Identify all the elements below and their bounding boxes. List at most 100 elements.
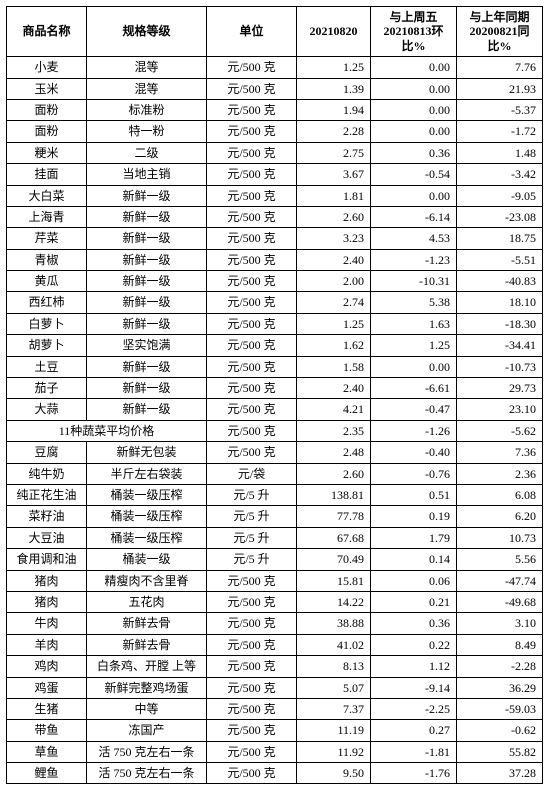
table-row: 纯牛奶半斤左右袋装元/袋2.60-0.762.36 <box>7 463 543 484</box>
cell-yoy: -2.28 <box>457 656 543 677</box>
cell-price: 3.23 <box>297 228 371 249</box>
cell-unit: 元/500 克 <box>207 313 297 334</box>
cell-name: 猪肉 <box>7 570 87 591</box>
cell-price: 77.78 <box>297 506 371 527</box>
cell-yoy: -5.51 <box>457 249 543 270</box>
cell-wow: -0.76 <box>371 463 457 484</box>
cell-name: 食用调和油 <box>7 549 87 570</box>
cell-yoy: 29.73 <box>457 378 543 399</box>
cell-wow: -9.14 <box>371 677 457 698</box>
cell-price: 2.60 <box>297 463 371 484</box>
table-row: 大豆油桶装一级压榨元/5 升67.681.7910.73 <box>7 527 543 548</box>
cell-yoy: -5.62 <box>457 420 543 441</box>
cell-yoy: -49.68 <box>457 591 543 612</box>
table-row: 大白菜新鲜一级元/500 克1.810.00-9.05 <box>7 185 543 206</box>
cell-price: 1.81 <box>297 185 371 206</box>
cell-spec: 二级 <box>87 142 207 163</box>
cell-yoy: 18.75 <box>457 228 543 249</box>
cell-yoy: -59.03 <box>457 698 543 719</box>
cell-yoy: -40.83 <box>457 271 543 292</box>
cell-wow: 1.12 <box>371 656 457 677</box>
cell-wow: 0.14 <box>371 549 457 570</box>
cell-name: 芹菜 <box>7 228 87 249</box>
cell-unit: 元/500 克 <box>207 613 297 634</box>
cell-unit: 元/5 升 <box>207 484 297 505</box>
cell-unit: 元/500 克 <box>207 634 297 655</box>
table-row: 白萝卜新鲜一级元/500 克1.251.63-18.30 <box>7 313 543 334</box>
cell-unit: 元/500 克 <box>207 57 297 78</box>
avg-label: 11种蔬菜平均价格 <box>7 420 207 441</box>
cell-wow: 0.21 <box>371 591 457 612</box>
cell-spec: 新鲜一级 <box>87 378 207 399</box>
cell-unit: 元/500 克 <box>207 121 297 142</box>
cell-name: 带鱼 <box>7 720 87 741</box>
cell-price: 67.68 <box>297 527 371 548</box>
avg-row: 11种蔬菜平均价格元/500 克2.35-1.26-5.62 <box>7 420 543 441</box>
cell-spec: 桶装一级 <box>87 549 207 570</box>
price-table: 商品名称 规格等级 单位 20210820 与上周五20210813环比% 与上… <box>6 6 543 784</box>
cell-wow: 0.36 <box>371 142 457 163</box>
cell-yoy: 7.36 <box>457 442 543 463</box>
table-row: 粳米二级元/500 克2.750.361.48 <box>7 142 543 163</box>
cell-unit: 元/500 克 <box>207 378 297 399</box>
cell-name: 挂面 <box>7 164 87 185</box>
cell-yoy: 23.10 <box>457 399 543 420</box>
cell-name: 土豆 <box>7 356 87 377</box>
cell-name: 小麦 <box>7 57 87 78</box>
cell-price: 2.40 <box>297 249 371 270</box>
cell-name: 豆腐 <box>7 442 87 463</box>
cell-name: 纯牛奶 <box>7 463 87 484</box>
cell-wow: 0.00 <box>371 99 457 120</box>
table-row: 挂面当地主销元/500 克3.67-0.54-3.42 <box>7 164 543 185</box>
cell-yoy: -10.73 <box>457 356 543 377</box>
table-row: 菜籽油桶装一级压榨元/5 升77.780.196.20 <box>7 506 543 527</box>
cell-price: 15.81 <box>297 570 371 591</box>
cell-price: 14.22 <box>297 591 371 612</box>
cell-unit: 元/500 克 <box>207 399 297 420</box>
cell-price: 9.50 <box>297 763 371 784</box>
cell-name: 茄子 <box>7 378 87 399</box>
cell-name: 牛肉 <box>7 613 87 634</box>
cell-unit: 元/500 克 <box>207 420 297 441</box>
cell-spec: 新鲜一级 <box>87 399 207 420</box>
cell-wow: 0.00 <box>371 356 457 377</box>
cell-spec: 新鲜一级 <box>87 313 207 334</box>
table-row: 大蒜新鲜一级元/500 克4.21-0.4723.10 <box>7 399 543 420</box>
cell-spec: 新鲜一级 <box>87 228 207 249</box>
cell-price: 70.49 <box>297 549 371 570</box>
cell-yoy: 5.56 <box>457 549 543 570</box>
cell-price: 1.94 <box>297 99 371 120</box>
cell-unit: 元/500 克 <box>207 741 297 762</box>
cell-wow: -1.23 <box>371 249 457 270</box>
cell-spec: 桶装一级压榨 <box>87 506 207 527</box>
cell-price: 41.02 <box>297 634 371 655</box>
cell-wow: -1.26 <box>371 420 457 441</box>
col-name: 商品名称 <box>7 7 87 57</box>
cell-unit: 元/500 克 <box>207 142 297 163</box>
cell-yoy: 55.82 <box>457 741 543 762</box>
cell-name: 鸡蛋 <box>7 677 87 698</box>
cell-spec: 特一粉 <box>87 121 207 142</box>
table-row: 羊肉新鲜去骨元/500 克41.020.228.49 <box>7 634 543 655</box>
table-row: 西红柿新鲜一级元/500 克2.745.3818.10 <box>7 292 543 313</box>
col-spec: 规格等级 <box>87 7 207 57</box>
cell-yoy: -34.41 <box>457 335 543 356</box>
col-yoy: 与上年同期20200821同比% <box>457 7 543 57</box>
cell-yoy: 21.93 <box>457 78 543 99</box>
cell-unit: 元/500 克 <box>207 698 297 719</box>
table-row: 草鱼活 750 克左右一条元/500 克11.92-1.8155.82 <box>7 741 543 762</box>
cell-name: 羊肉 <box>7 634 87 655</box>
cell-spec: 新鲜去骨 <box>87 613 207 634</box>
cell-price: 5.07 <box>297 677 371 698</box>
cell-unit: 元/5 升 <box>207 506 297 527</box>
cell-yoy: -47.74 <box>457 570 543 591</box>
cell-unit: 元/500 克 <box>207 185 297 206</box>
cell-name: 面粉 <box>7 99 87 120</box>
table-row: 豆腐新鲜无包装元/500 克2.48-0.407.36 <box>7 442 543 463</box>
cell-name: 胡萝卜 <box>7 335 87 356</box>
cell-unit: 元/500 克 <box>207 271 297 292</box>
cell-unit: 元/500 克 <box>207 206 297 227</box>
cell-wow: -0.54 <box>371 164 457 185</box>
cell-wow: 0.00 <box>371 78 457 99</box>
table-row: 茄子新鲜一级元/500 克2.40-6.6129.73 <box>7 378 543 399</box>
